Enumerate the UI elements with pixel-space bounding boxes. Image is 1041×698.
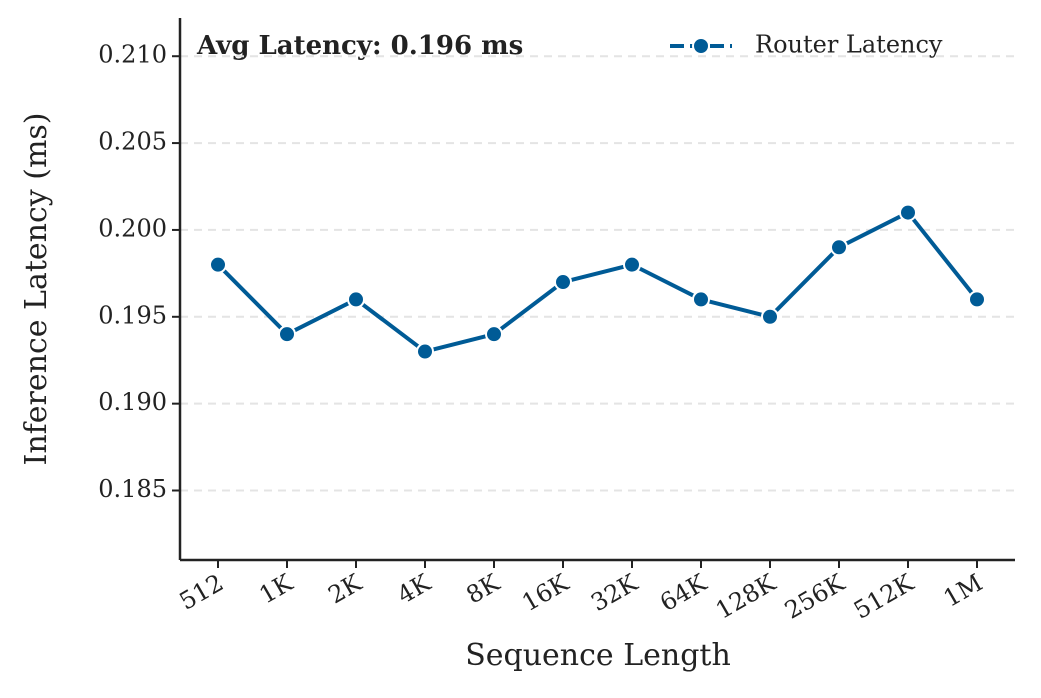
line <box>216 210 979 354</box>
point <box>416 342 434 361</box>
x-tick-label: 1M <box>939 569 988 613</box>
point <box>278 325 296 344</box>
x-tick-label: 2K <box>323 568 367 609</box>
x-tick-label: 4K <box>392 568 436 609</box>
x-tick-label: 8K <box>461 568 505 609</box>
point <box>761 307 779 326</box>
y-tick-label: 0.205 <box>98 128 167 156</box>
legend-marker <box>692 37 710 55</box>
x-tick-label: 512 <box>175 569 229 616</box>
y-tick-label: 0.195 <box>98 301 167 329</box>
x-tick-label: 1K <box>254 568 298 609</box>
point <box>692 290 710 309</box>
y-axis-label: Inference Latency (ms) <box>19 112 54 465</box>
x-axis-label: Sequence Length <box>465 638 731 673</box>
point <box>623 255 641 274</box>
point <box>830 238 848 257</box>
legend-label: Router Latency <box>755 31 943 59</box>
point <box>899 203 917 222</box>
point <box>554 273 572 292</box>
x-tick-label: 32K <box>586 568 643 617</box>
y-tick-label: 0.210 <box>98 41 167 69</box>
y-tick-label: 0.200 <box>98 214 167 242</box>
point <box>968 290 986 309</box>
point <box>347 290 365 309</box>
x-tick-label: 512K <box>849 568 919 625</box>
y-tick-label: 0.190 <box>98 388 167 416</box>
x-tick-label: 64K <box>655 568 712 617</box>
x-tick-label: 256K <box>780 568 850 625</box>
x-tick-label: 128K <box>711 568 781 625</box>
x-tick-label: 16K <box>517 568 574 617</box>
y-tick-label: 0.185 <box>98 475 167 503</box>
point <box>209 255 227 274</box>
point <box>485 325 503 344</box>
